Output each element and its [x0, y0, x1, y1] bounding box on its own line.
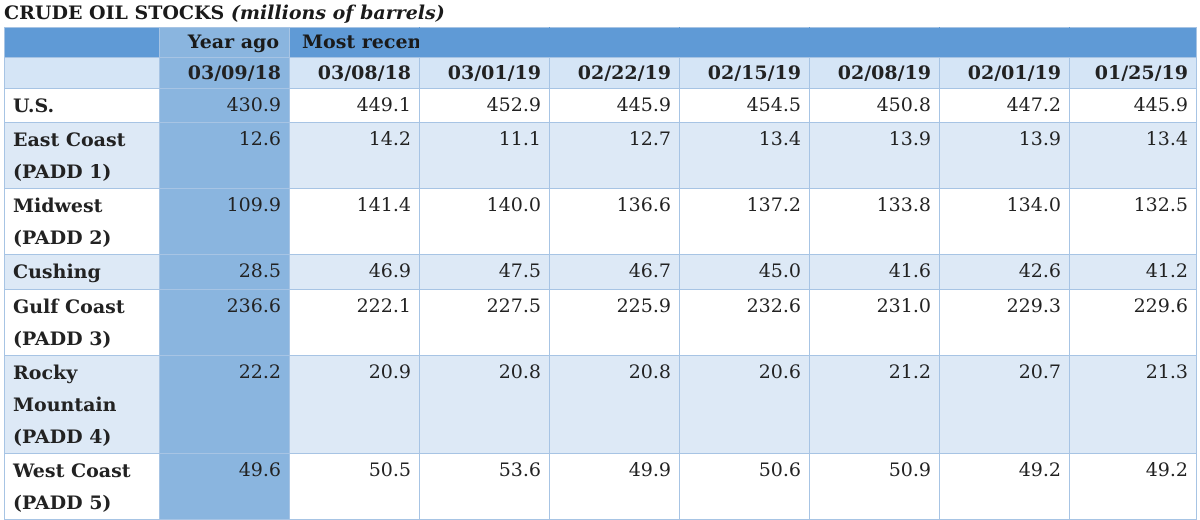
date-header-cell: 02/22/19: [549, 57, 680, 89]
value-cell: 11.1: [419, 122, 550, 189]
value-cell: 49.9: [549, 453, 680, 520]
row-label: West Coast (PADD 5): [4, 453, 160, 520]
value-cell: 13.4: [1069, 122, 1197, 189]
date-header-cell: 02/01/19: [939, 57, 1070, 89]
value-cell: 445.9: [1069, 88, 1197, 123]
value-cell: 53.6: [419, 453, 550, 520]
group-header-fill: [419, 27, 550, 58]
value-cell: 42.6: [939, 254, 1070, 290]
value-cell: 141.4: [289, 188, 420, 255]
group-header-fill: [1069, 27, 1197, 58]
value-cell: 454.5: [679, 88, 810, 123]
table-row: East Coast (PADD 1) 12.6 14.2 11.1 12.7 …: [4, 122, 1197, 189]
value-cell: 47.5: [419, 254, 550, 290]
table-title-main: CRUDE OIL STOCKS: [4, 2, 225, 24]
value-cell: 41.6: [809, 254, 940, 290]
value-cell: 229.6: [1069, 289, 1197, 356]
table-row: Rocky Mountain (PADD 4) 22.2 20.9 20.8 2…: [4, 355, 1197, 454]
value-cell: 140.0: [419, 188, 550, 255]
value-cell: 452.9: [419, 88, 550, 123]
header-corner-cell: [4, 27, 160, 58]
value-cell: 136.6: [549, 188, 680, 255]
crude-oil-stocks-table: Year ago Most recent 03/09/18 03/08/18 0…: [4, 27, 1197, 520]
row-label: East Coast (PADD 1): [4, 122, 160, 189]
value-cell: 20.9: [289, 355, 420, 454]
value-cell: 50.5: [289, 453, 420, 520]
value-cell: 109.9: [159, 188, 290, 255]
row-label: Midwest (PADD 2): [4, 188, 160, 255]
value-cell: 21.3: [1069, 355, 1197, 454]
value-cell: 447.2: [939, 88, 1070, 123]
value-cell: 222.1: [289, 289, 420, 356]
table-row: Cushing 28.5 46.9 47.5 46.7 45.0 41.6 42…: [4, 254, 1197, 290]
date-header-cell: 03/01/19: [419, 57, 550, 89]
value-cell: 14.2: [289, 122, 420, 189]
table-row: Gulf Coast (PADD 3) 236.6 222.1 227.5 22…: [4, 289, 1197, 356]
value-cell: 50.6: [679, 453, 810, 520]
date-header-cell: 03/08/18: [289, 57, 420, 89]
value-cell: 236.6: [159, 289, 290, 356]
value-cell: 137.2: [679, 188, 810, 255]
value-cell: 49.2: [1069, 453, 1197, 520]
date-header-corner: [4, 57, 160, 89]
value-cell: 50.9: [809, 453, 940, 520]
value-cell: 46.9: [289, 254, 420, 290]
row-label: Cushing: [4, 254, 160, 290]
value-cell: 49.2: [939, 453, 1070, 520]
value-cell: 22.2: [159, 355, 290, 454]
date-header-cell: 02/15/19: [679, 57, 810, 89]
value-cell: 227.5: [419, 289, 550, 356]
value-cell: 133.8: [809, 188, 940, 255]
value-cell: 232.6: [679, 289, 810, 356]
value-cell: 21.2: [809, 355, 940, 454]
value-cell: 450.8: [809, 88, 940, 123]
value-cell: 229.3: [939, 289, 1070, 356]
date-header-cell: 02/08/19: [809, 57, 940, 89]
table-title: CRUDE OIL STOCKS (millions of barrels): [4, 0, 445, 26]
table-row: Midwest (PADD 2) 109.9 141.4 140.0 136.6…: [4, 188, 1197, 255]
value-cell: 13.4: [679, 122, 810, 189]
value-cell: 49.6: [159, 453, 290, 520]
value-cell: 12.7: [549, 122, 680, 189]
group-header-fill: [939, 27, 1070, 58]
value-cell: 13.9: [809, 122, 940, 189]
row-label: U.S.: [4, 88, 160, 123]
value-cell: 20.8: [419, 355, 550, 454]
value-cell: 20.8: [549, 355, 680, 454]
value-cell: 41.2: [1069, 254, 1197, 290]
value-cell: 13.9: [939, 122, 1070, 189]
value-cell: 134.0: [939, 188, 1070, 255]
value-cell: 45.0: [679, 254, 810, 290]
value-cell: 12.6: [159, 122, 290, 189]
date-header-cell: 03/09/18: [159, 57, 290, 89]
table-row: U.S. 430.9 449.1 452.9 445.9 454.5 450.8…: [4, 88, 1197, 123]
most-recent-group-header: Most recent: [289, 27, 420, 58]
table-title-units: (millions of barrels): [230, 2, 445, 24]
group-header-fill: [549, 27, 680, 58]
group-header-fill: [679, 27, 810, 58]
group-header-fill: [809, 27, 940, 58]
value-cell: 132.5: [1069, 188, 1197, 255]
value-cell: 28.5: [159, 254, 290, 290]
value-cell: 449.1: [289, 88, 420, 123]
value-cell: 225.9: [549, 289, 680, 356]
date-header-cell: 01/25/19: [1069, 57, 1197, 89]
table-row: West Coast (PADD 5) 49.6 50.5 53.6 49.9 …: [4, 453, 1197, 520]
value-cell: 430.9: [159, 88, 290, 123]
column-group-header-row: Year ago Most recent: [4, 27, 1197, 58]
date-header-row: 03/09/18 03/08/18 03/01/19 02/22/19 02/1…: [4, 57, 1197, 89]
row-label: Rocky Mountain (PADD 4): [4, 355, 160, 454]
value-cell: 46.7: [549, 254, 680, 290]
value-cell: 231.0: [809, 289, 940, 356]
year-ago-group-header: Year ago: [159, 27, 290, 58]
row-label: Gulf Coast (PADD 3): [4, 289, 160, 356]
value-cell: 20.6: [679, 355, 810, 454]
value-cell: 20.7: [939, 355, 1070, 454]
value-cell: 445.9: [549, 88, 680, 123]
